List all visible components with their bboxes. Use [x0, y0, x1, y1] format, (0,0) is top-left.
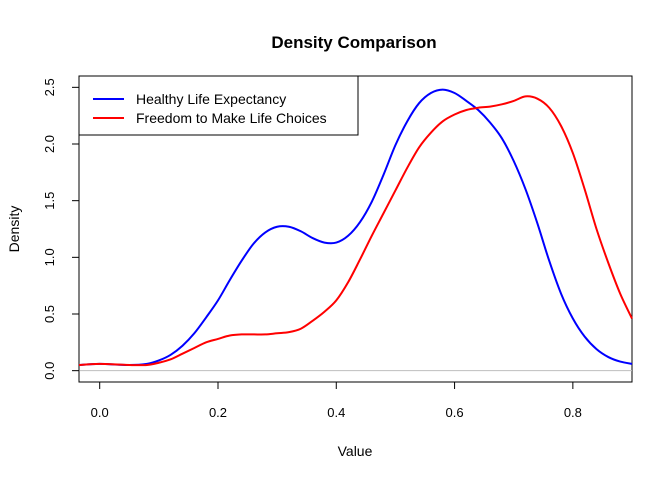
y-tick-label: 2.0 [42, 135, 57, 153]
legend-box [78, 75, 359, 136]
x-tick-label: 0.8 [564, 405, 582, 420]
x-tick-label: 0.6 [446, 405, 464, 420]
x-tick-label: 0.2 [209, 405, 227, 420]
y-axis: 0.0 0.5 1.0 1.5 2.0 2.5 [42, 78, 80, 380]
legend: Healthy Life Expectancy Freedom to Make … [78, 75, 359, 136]
x-tick-label: 0.4 [327, 405, 345, 420]
legend-label-freedom-to-make-life-choices: Freedom to Make Life Choices [136, 110, 327, 126]
chart-title: Density Comparison [271, 33, 436, 52]
x-axis-title: Value [338, 443, 373, 459]
x-axis: 0.0 0.2 0.4 0.6 0.8 [91, 381, 582, 420]
y-tick-label: 0.5 [42, 305, 57, 323]
y-axis-title: Density [6, 206, 22, 253]
y-tick-label: 0.0 [42, 362, 57, 380]
legend-label-healthy-life-expectancy: Healthy Life Expectancy [136, 91, 286, 107]
x-tick-label: 0.0 [91, 405, 109, 420]
series-line-freedom-to-make-life-choices [78, 95, 633, 367]
y-tick-label: 1.5 [42, 192, 57, 210]
series-line-healthy-life-expectancy [78, 88, 633, 366]
y-tick-label: 2.5 [42, 78, 57, 96]
series-lines [78, 88, 633, 367]
y-tick-label: 1.0 [42, 248, 57, 266]
